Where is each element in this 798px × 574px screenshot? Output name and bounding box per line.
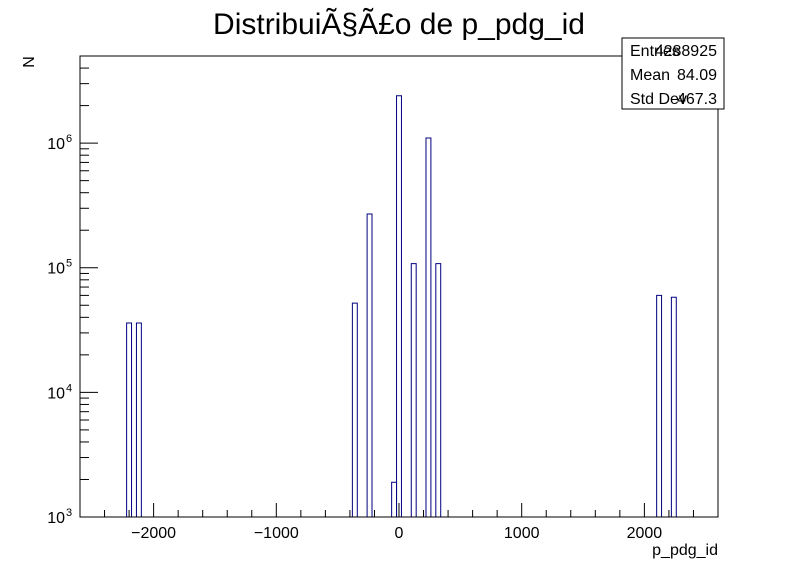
- svg-text:10: 10: [47, 261, 65, 278]
- y-tick-label-0: 10 3: [47, 507, 72, 527]
- histogram-bin-6: [410, 263, 417, 517]
- x-tick-label-0: −2000: [131, 525, 176, 542]
- histogram-bin-7: [425, 137, 432, 517]
- svg-text:10: 10: [47, 510, 65, 527]
- svg-text:10: 10: [47, 385, 65, 402]
- histogram-bin-9: [656, 294, 663, 517]
- stats-label-2: Std Dev: [630, 91, 687, 108]
- histogram-bin-1: [135, 322, 142, 517]
- histogram-bin-8: [435, 263, 442, 517]
- svg-text:6: 6: [66, 133, 72, 145]
- stats-box-frame: [621, 37, 725, 110]
- chart-title: DistribuiÃ§Ã£o de p_pdg_id: [213, 7, 585, 41]
- stats-value-0: 4288925: [655, 43, 717, 60]
- svg-text:3: 3: [66, 507, 72, 519]
- histogram-bin-3: [366, 213, 373, 517]
- y-tick-label-2: 10 5: [47, 258, 72, 278]
- x-tick-label-4: 2000: [627, 525, 663, 542]
- svg-text:10: 10: [47, 136, 65, 153]
- histogram-bin-2: [351, 302, 358, 517]
- y-axis-label: N: [21, 56, 38, 68]
- stats-value-1: 84.09: [677, 67, 717, 84]
- svg-text:4: 4: [66, 382, 72, 394]
- svg-text:5: 5: [66, 258, 72, 270]
- stats-value-2: 467.3: [677, 91, 717, 108]
- x-tick-label-2: 0: [395, 525, 404, 542]
- x-tick-label-1: −1000: [254, 525, 299, 542]
- y-tick-label-1: 10 4: [47, 382, 72, 402]
- stats-label-0: Entries: [630, 43, 680, 60]
- histogram-bin-10: [670, 296, 677, 517]
- histogram-bin-5: [396, 95, 402, 517]
- plot-area: [126, 95, 677, 517]
- stats-label-1: Mean: [630, 67, 670, 84]
- histogram-bin-0: [126, 322, 133, 517]
- x-axis-label: p_pdg_id: [652, 542, 718, 559]
- x-tick-label-3: 1000: [504, 525, 540, 542]
- y-tick-label-3: 10 6: [47, 133, 72, 153]
